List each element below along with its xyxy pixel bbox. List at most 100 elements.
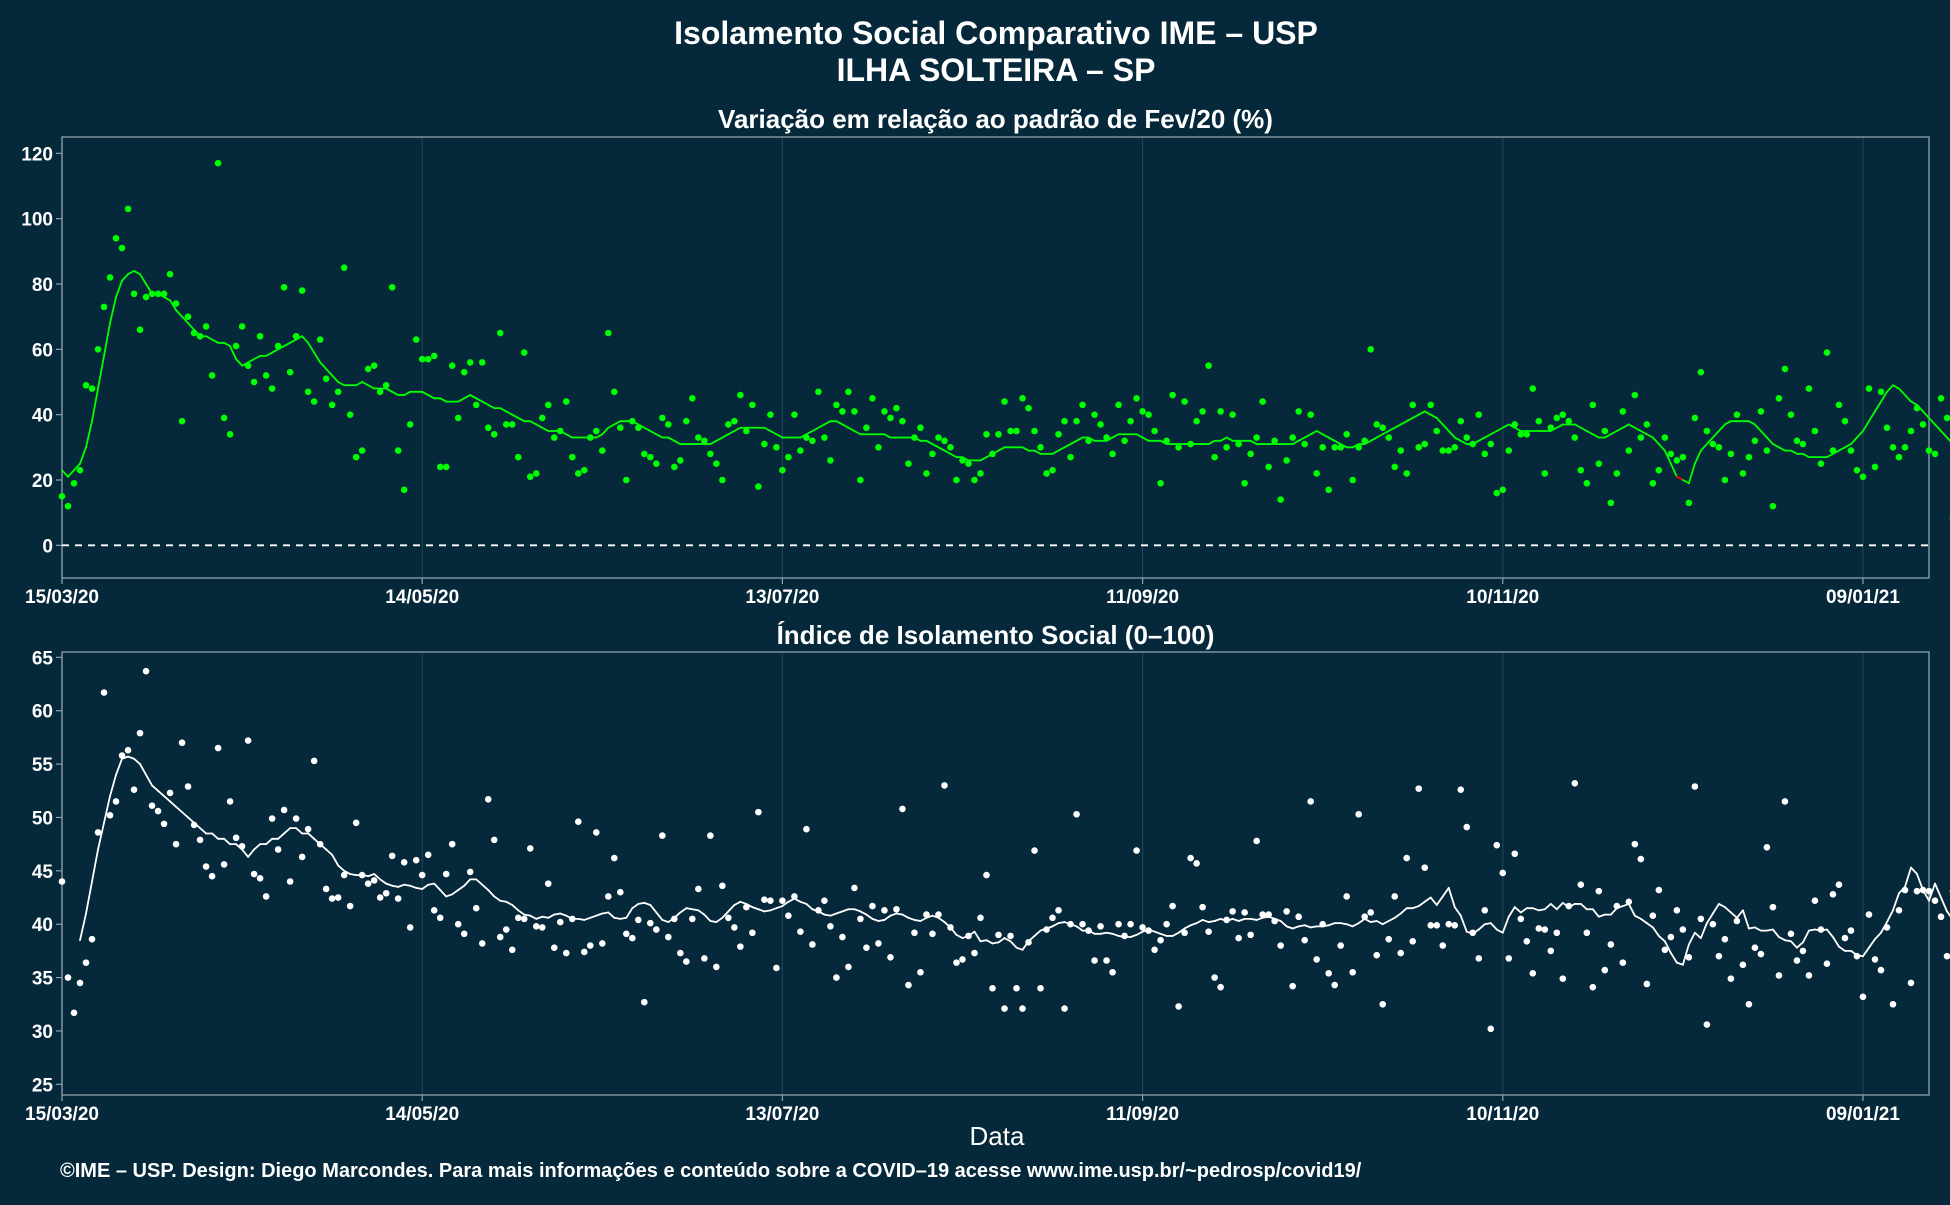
bottom-point-91	[605, 893, 612, 900]
top-point-296	[1836, 402, 1843, 409]
bottom-line-seg-174	[1107, 933, 1113, 934]
top-point-126	[815, 389, 822, 396]
bottom-line-seg-124	[806, 904, 812, 909]
bottom-line-seg-121	[788, 899, 794, 902]
bottom-line-seg-278	[1731, 912, 1737, 917]
bottom-point-199	[1253, 838, 1260, 845]
bottom-line-seg-153	[980, 940, 986, 941]
bottom-line-seg-176	[1119, 936, 1125, 937]
bottom-point-234	[1463, 824, 1470, 831]
bottom-point-185	[1169, 903, 1176, 910]
top-point-252	[1572, 434, 1579, 441]
footer-credit: ©IME – USP. Design: Diego Marcondes. Par…	[60, 1160, 1362, 1182]
top-point-11	[125, 206, 132, 213]
top-line-seg-50	[362, 382, 368, 385]
bottom-line-seg-16	[158, 791, 164, 796]
bottom-line-seg-292	[1815, 930, 1821, 931]
top-point-173	[1097, 421, 1104, 428]
bottom-point-59	[413, 857, 420, 864]
bottom-line-seg-214	[1347, 924, 1353, 926]
bottom-point-86	[575, 818, 582, 825]
top-point-110	[719, 477, 726, 484]
bottom-y-tick-label-1: 30	[32, 1022, 53, 1043]
bottom-point-302	[1872, 956, 1879, 963]
bottom-point-70	[479, 940, 486, 947]
bottom-line-seg-56	[398, 885, 404, 887]
bottom-line-seg-309	[1917, 874, 1923, 890]
top-line-seg-75	[512, 415, 518, 418]
bottom-line-seg-232	[1455, 907, 1461, 916]
top-point-266	[1656, 467, 1663, 474]
top-point-215	[1349, 477, 1356, 484]
top-point-161	[1025, 405, 1032, 412]
top-point-43	[317, 336, 324, 343]
bottom-point-230	[1439, 942, 1446, 949]
bottom-line-seg-64	[446, 894, 452, 896]
top-line-seg-272	[1695, 451, 1701, 464]
bottom-point-272	[1692, 783, 1699, 790]
top-line-seg-67	[464, 395, 470, 398]
bottom-line-seg-146	[938, 918, 944, 922]
bottom-line-seg-192	[1215, 919, 1221, 921]
top-point-233	[1457, 418, 1464, 425]
bottom-point-94	[623, 931, 630, 938]
bottom-line-seg-293	[1821, 930, 1827, 931]
bottom-line-seg-247	[1545, 904, 1551, 909]
bottom-line-seg-266	[1659, 936, 1665, 941]
bottom-point-89	[593, 829, 600, 836]
bottom-point-294	[1824, 960, 1831, 967]
bottom-point-189	[1193, 860, 1200, 867]
bottom-line-seg-280	[1743, 910, 1749, 928]
bottom-line-seg-80	[542, 917, 548, 918]
bottom-line-seg-195	[1233, 919, 1239, 921]
top-point-224	[1403, 470, 1410, 477]
bottom-line-seg-136	[878, 920, 884, 921]
bottom-line-seg-219	[1377, 921, 1383, 924]
bottom-line-seg-313	[1941, 898, 1947, 912]
bottom-line-seg-21	[188, 817, 194, 822]
top-y-tick-label-2: 40	[32, 406, 53, 427]
bottom-point-66	[455, 921, 462, 928]
top-line-seg-68	[470, 395, 476, 398]
top-line-seg-302	[1875, 402, 1881, 412]
bottom-line-seg-74	[506, 902, 512, 905]
bottom-point-5	[89, 936, 96, 943]
bottom-point-227	[1421, 864, 1428, 871]
top-point-245	[1529, 385, 1536, 392]
bottom-line-seg-223	[1401, 908, 1407, 913]
top-point-104	[683, 418, 690, 425]
bottom-point-269	[1674, 907, 1681, 914]
top-point-182	[1151, 428, 1158, 435]
top-line-seg-294	[1827, 454, 1833, 457]
bottom-line-seg-260	[1623, 904, 1629, 906]
top-point-176	[1115, 402, 1122, 409]
top-point-42	[311, 398, 318, 405]
top-point-51	[365, 366, 372, 373]
bottom-point-273	[1698, 916, 1705, 923]
top-point-37	[281, 284, 288, 291]
bottom-point-207	[1301, 937, 1308, 944]
bottom-line-seg-155	[992, 942, 998, 943]
bottom-line-seg-51	[368, 874, 374, 876]
top-point-170	[1079, 402, 1086, 409]
top-line-seg-73	[500, 408, 506, 411]
top-y-tick-label-0: 0	[42, 536, 53, 557]
bottom-point-179	[1133, 847, 1140, 854]
bottom-point-287	[1782, 798, 1789, 805]
top-point-72	[491, 431, 498, 438]
bottom-point-222	[1391, 893, 1398, 900]
top-point-9	[113, 235, 120, 242]
top-point-239	[1493, 490, 1500, 497]
top-line-seg-249	[1557, 424, 1563, 427]
bottom-line-seg-89	[596, 914, 602, 916]
top-point-280	[1740, 470, 1747, 477]
bottom-point-82	[551, 944, 558, 951]
bottom-point-163	[1037, 985, 1044, 992]
bottom-line-seg-215	[1353, 923, 1359, 926]
bottom-line-seg-236	[1479, 924, 1485, 929]
bottom-point-33	[257, 875, 264, 882]
bottom-line-seg-213	[1341, 923, 1347, 924]
bottom-line-seg-246	[1539, 909, 1545, 910]
top-line-seg-304	[1887, 385, 1893, 392]
bottom-line-seg-231	[1449, 888, 1455, 907]
